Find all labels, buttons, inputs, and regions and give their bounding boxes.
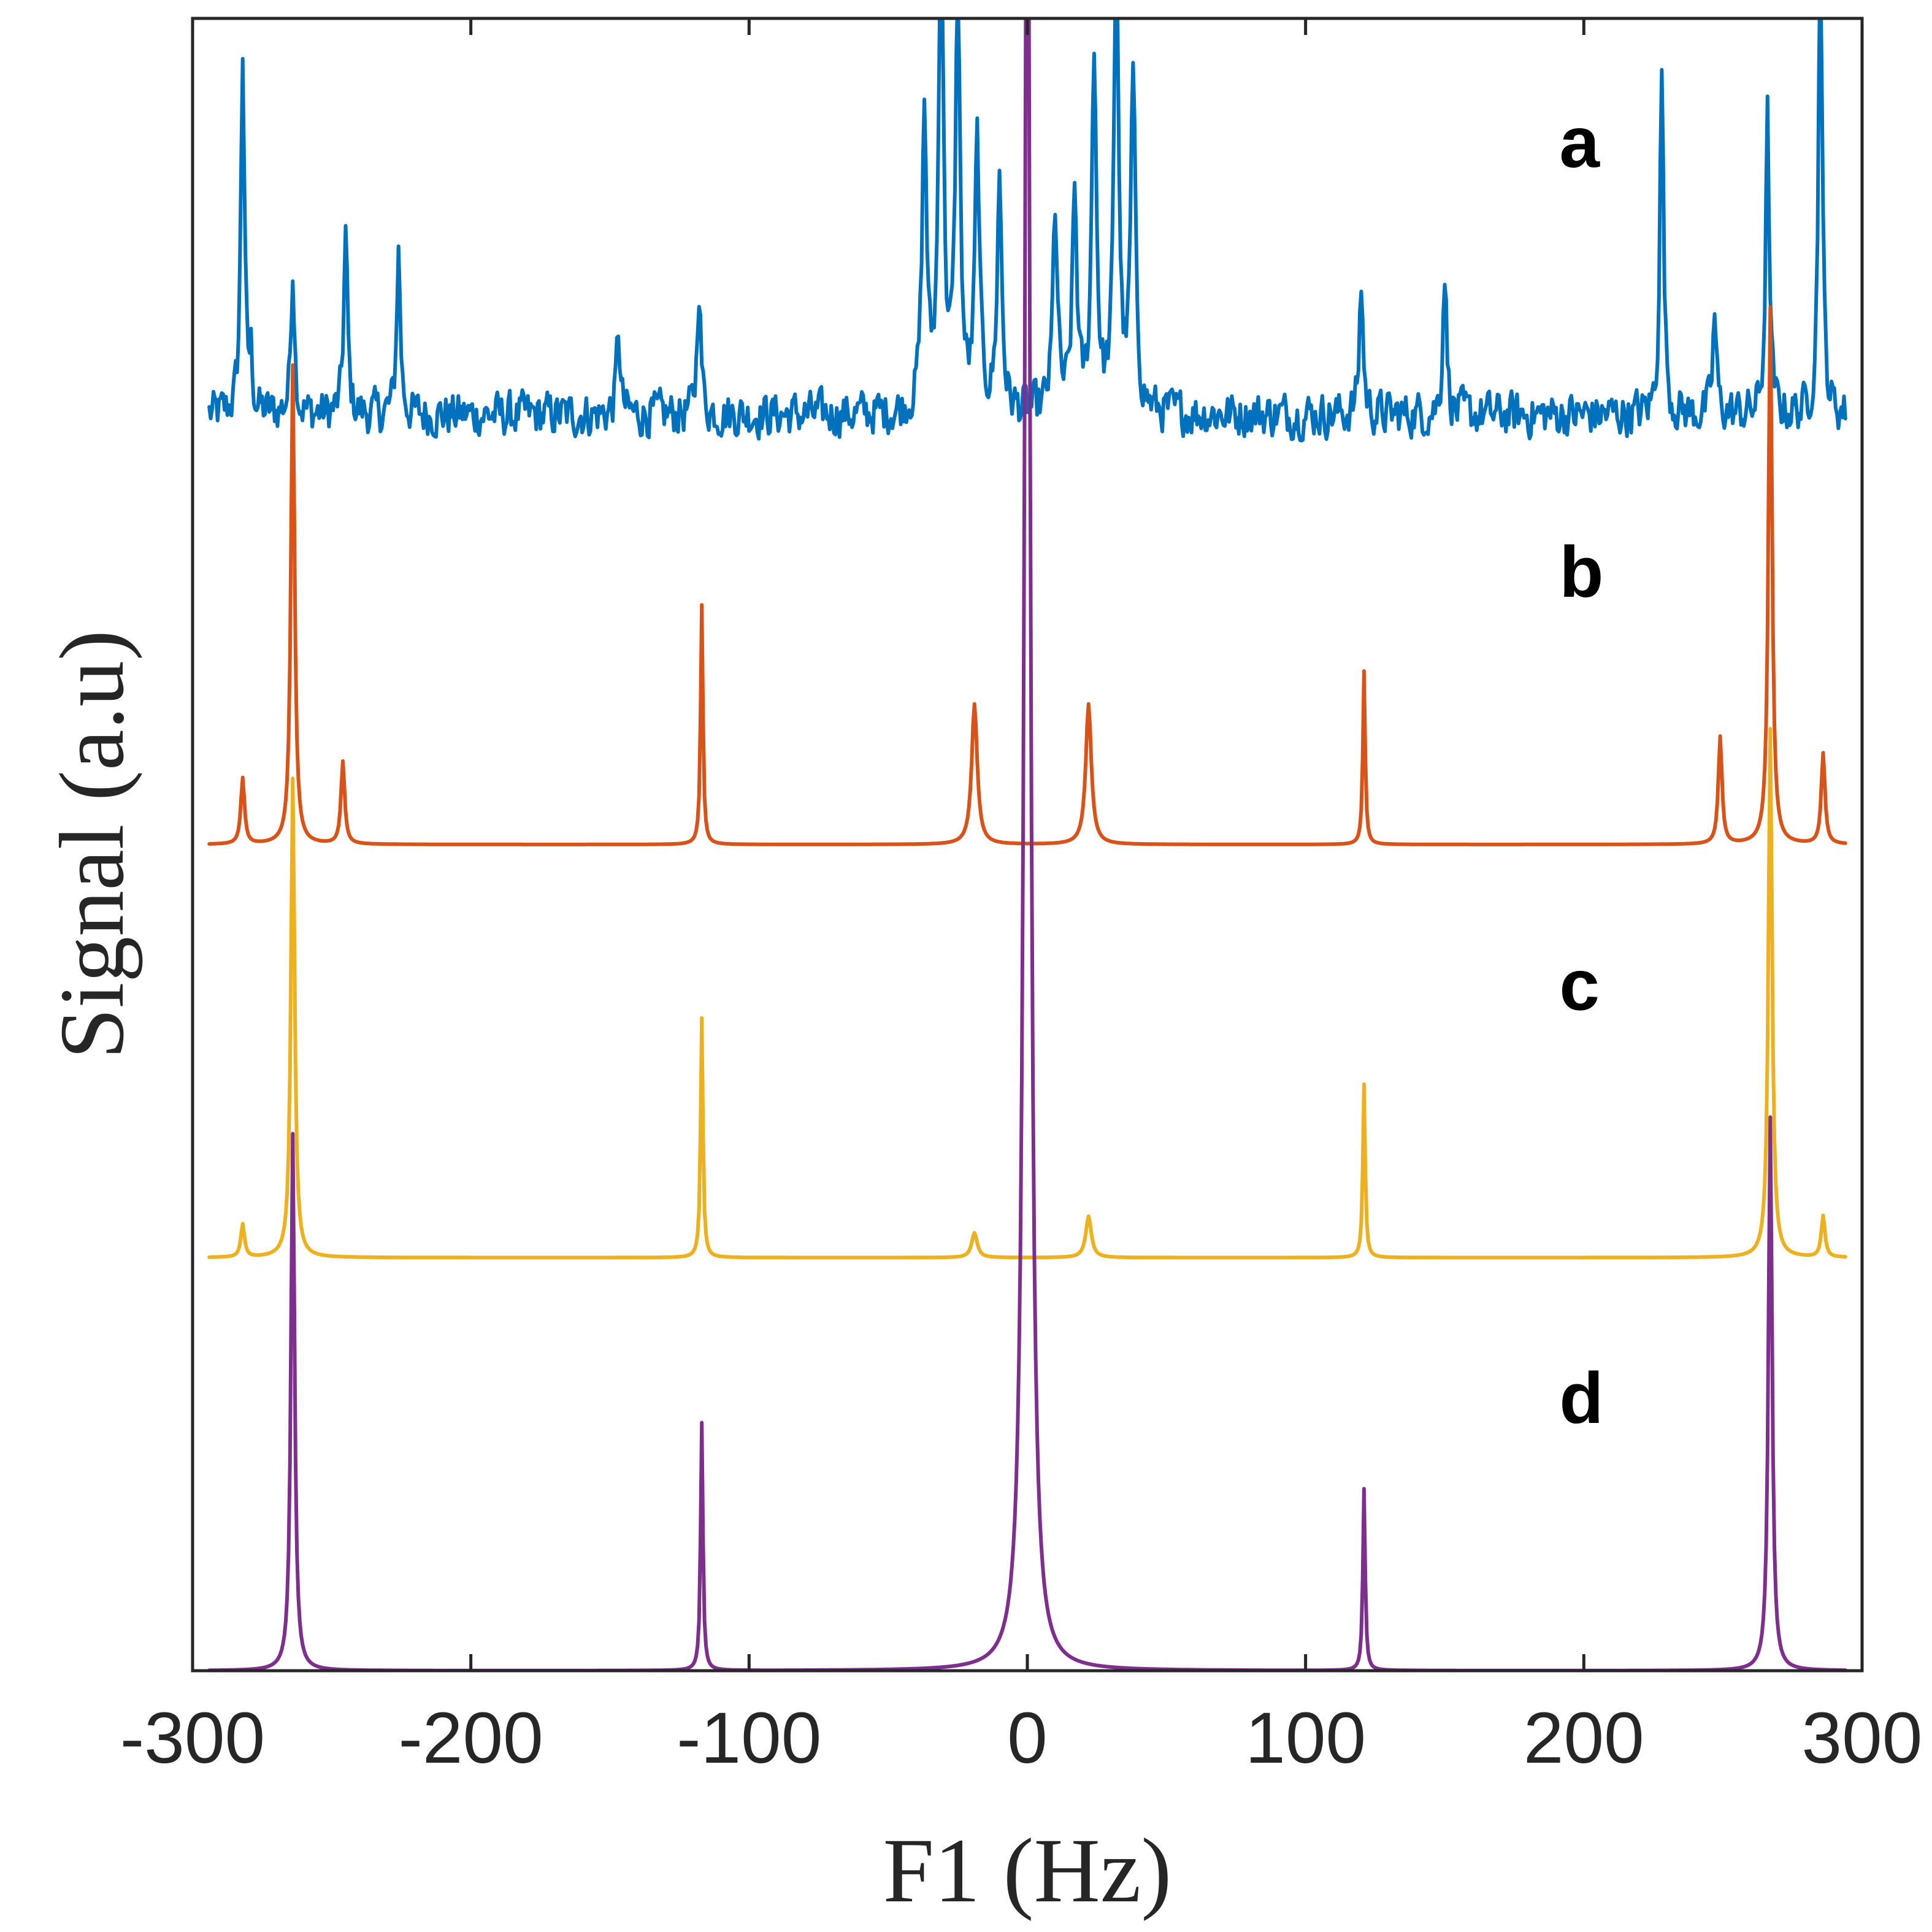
series-b-line <box>207 305 1847 846</box>
x-tick-label: 200 <box>1524 1698 1644 1779</box>
trace-labels: a b c d <box>1559 102 1603 1438</box>
x-axis-tick-labels: -300 -200 -100 0 100 200 300 <box>120 1698 1923 1779</box>
trace-label-d: d <box>1559 1358 1603 1439</box>
series-c-line <box>207 727 1847 1260</box>
x-tick-label: -300 <box>120 1698 265 1779</box>
x-tick-label: -100 <box>677 1698 821 1779</box>
x-tick-label: 0 <box>1007 1698 1048 1779</box>
x-tick-label: 300 <box>1802 1698 1923 1779</box>
x-tick-label: 100 <box>1245 1698 1366 1779</box>
trace-label-a: a <box>1559 102 1600 183</box>
y-axis-title: Signal (a.u) <box>41 630 143 1059</box>
x-axis-title: F1 (Hz) <box>883 1820 1172 1922</box>
trace-label-b: b <box>1559 532 1603 613</box>
trace-label-c: c <box>1559 945 1600 1025</box>
series-a-line <box>207 18 1847 443</box>
x-tick-label: -200 <box>399 1698 543 1779</box>
x-axis-ticks <box>191 18 1864 1671</box>
